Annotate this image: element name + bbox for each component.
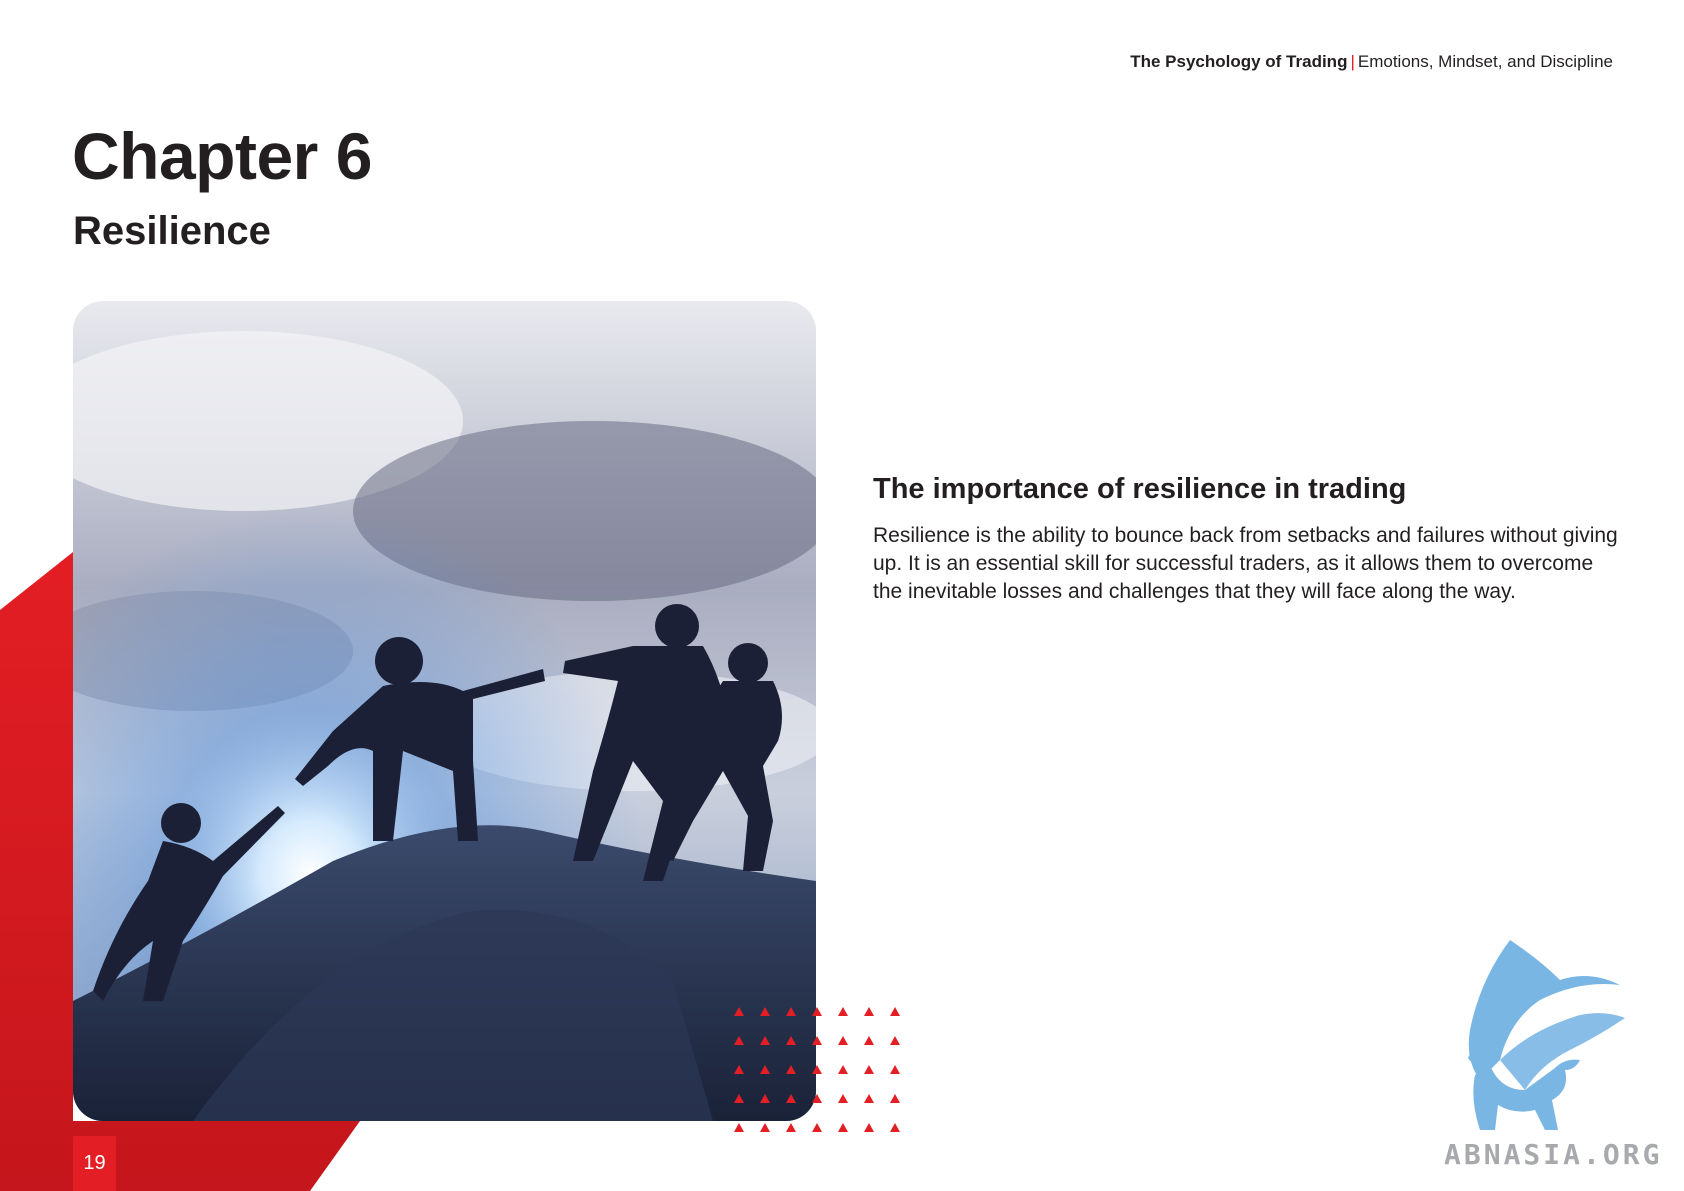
griffin-logo-icon bbox=[1468, 940, 1625, 1130]
team-climbing-photo bbox=[73, 301, 816, 1121]
page-number: 19 bbox=[73, 1136, 116, 1191]
section-heading: The importance of resilience in trading bbox=[873, 473, 1407, 505]
header-separator: | bbox=[1350, 52, 1355, 71]
book-title: The Psychology of Trading bbox=[1130, 52, 1348, 71]
chapter-title: Chapter 6 bbox=[72, 119, 372, 193]
book-subtitle: Emotions, Mindset, and Discipline bbox=[1357, 52, 1613, 71]
triangle-pattern-decoration bbox=[734, 1007, 900, 1132]
section-body-text: Resilience is the ability to bounce back… bbox=[873, 524, 1618, 603]
chapter-subtitle: Resilience bbox=[73, 209, 271, 253]
logo-wordmark: ABNASIA.ORG bbox=[1444, 1138, 1663, 1171]
running-header: The Psychology of Trading | Emotions, Mind… bbox=[1130, 52, 1613, 72]
